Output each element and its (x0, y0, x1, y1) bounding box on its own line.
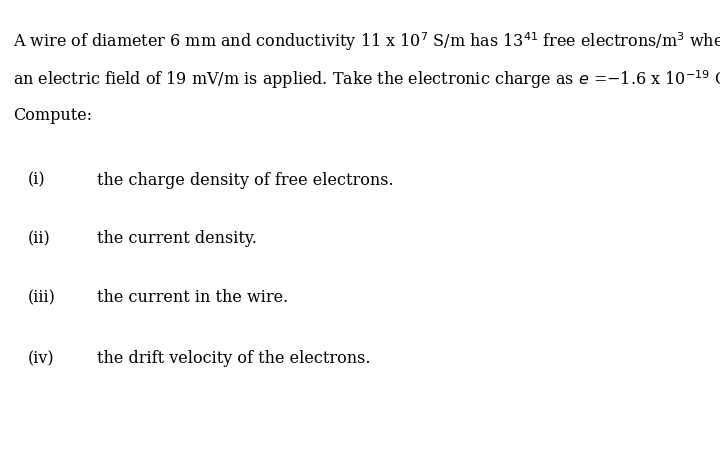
Text: the current density.: the current density. (97, 230, 257, 247)
Text: the drift velocity of the electrons.: the drift velocity of the electrons. (97, 350, 371, 367)
Text: (iii): (iii) (27, 289, 55, 306)
Text: the current in the wire.: the current in the wire. (97, 289, 289, 306)
Text: A wire of diameter 6 mm and conductivity 11 x 10$^{7}$ S/m has 13$^{41}$ free el: A wire of diameter 6 mm and conductivity… (13, 31, 720, 53)
Text: (ii): (ii) (27, 230, 50, 247)
Text: an electric field of 19 mV/m is applied. Take the electronic charge as $e$ =$-$1: an electric field of 19 mV/m is applied.… (13, 68, 720, 91)
Text: (iv): (iv) (27, 350, 54, 367)
Text: the charge density of free electrons.: the charge density of free electrons. (97, 172, 394, 188)
Text: Compute:: Compute: (13, 107, 92, 124)
Text: (i): (i) (27, 172, 45, 188)
